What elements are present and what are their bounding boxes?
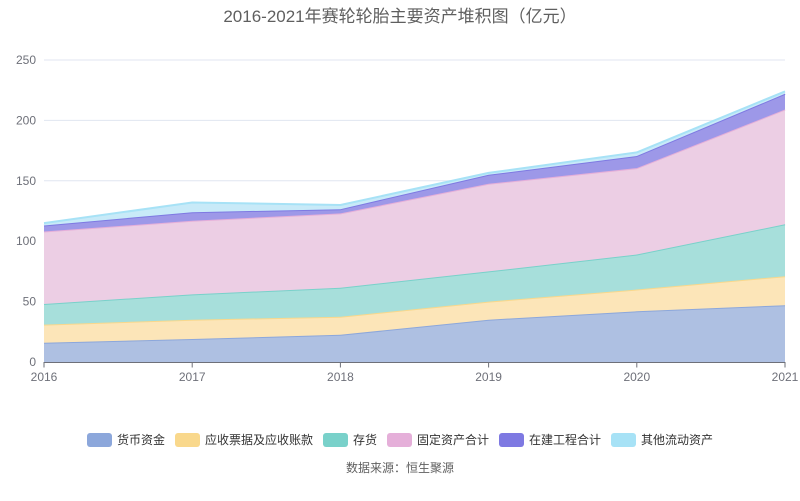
y-axis-label: 250 xyxy=(16,53,36,67)
legend-item-4[interactable]: 在建工程合计 xyxy=(499,433,601,447)
area-series-0 xyxy=(44,305,785,362)
legend-item-label: 其他流动资产 xyxy=(641,433,714,447)
chart-legend: 货币资金 应收票据及应收账款 存货 固定资产合计 在建工程合计 其他流动资产 xyxy=(0,433,800,447)
legend-swatch-icon xyxy=(86,433,112,447)
y-axis-label: 50 xyxy=(23,295,37,309)
area-series-2 xyxy=(44,224,785,325)
y-axis-label: 150 xyxy=(16,174,36,188)
legend-swatch-icon xyxy=(611,433,637,447)
area-series-3 xyxy=(44,109,785,304)
legend-item-label: 在建工程合计 xyxy=(529,433,602,447)
legend-item-label: 固定资产合计 xyxy=(417,433,490,447)
legend-item-3[interactable]: 固定资产合计 xyxy=(387,433,489,447)
legend-swatch-icon xyxy=(322,433,348,447)
y-axis-label: 100 xyxy=(16,234,36,248)
legend-item-1[interactable]: 应收票据及应收账款 xyxy=(174,433,313,447)
legend-swatch-icon xyxy=(387,433,412,447)
x-axis-label: 2019 xyxy=(475,370,502,384)
legend-swatch-icon xyxy=(499,433,525,447)
legend-item-label: 存货 xyxy=(352,433,377,447)
legend-swatch-icon xyxy=(174,433,200,447)
legend-item-2[interactable]: 存货 xyxy=(322,433,377,447)
area-series-4 xyxy=(44,93,785,232)
stacked-area-chart: 2016 2017 2018 2019 2020 2021 0 50 100 150 200 250 xyxy=(16,53,799,384)
legend-item-0[interactable]: 货币资金 xyxy=(86,433,165,447)
legend-item-5[interactable]: 其他流动资产 xyxy=(611,433,713,447)
y-axis-label: 200 xyxy=(16,113,36,127)
x-axis-label: 2021 xyxy=(772,370,799,384)
legend-item-label: 应收票据及应收账款 xyxy=(204,433,313,447)
y-axis-label: 0 xyxy=(29,355,36,369)
legend-item-label: 货币资金 xyxy=(116,433,165,447)
x-axis-label: 2016 xyxy=(31,370,58,384)
line-series-5 xyxy=(43,90,786,225)
x-axis-label: 2017 xyxy=(179,370,206,384)
chart-title: 2016-2021年赛轮轮胎主要资产堆积图（亿元） xyxy=(223,7,577,26)
data-source-caption: 数据来源：恒生聚源 xyxy=(345,461,454,475)
x-axis-label: 2020 xyxy=(623,370,650,384)
x-axis-label: 2018 xyxy=(327,370,354,384)
